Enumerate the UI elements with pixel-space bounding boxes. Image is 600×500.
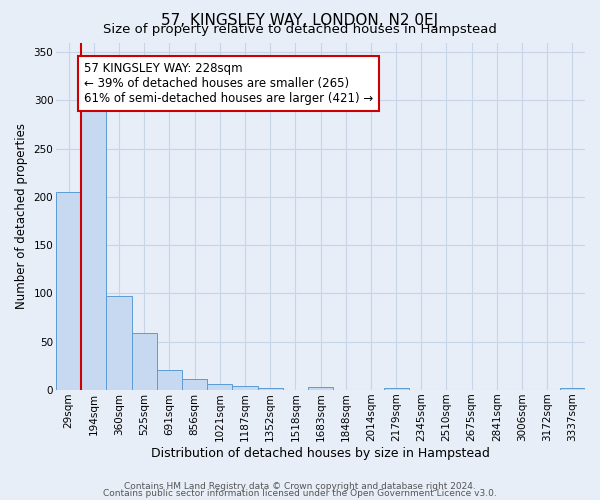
Bar [383,388,409,390]
Bar [157,370,182,390]
Bar [131,333,157,390]
Bar [182,380,207,390]
Text: 57 KINGSLEY WAY: 228sqm
← 39% of detached houses are smaller (265)
61% of semi-d: 57 KINGSLEY WAY: 228sqm ← 39% of detache… [84,62,374,105]
Text: Contains HM Land Registry data © Crown copyright and database right 2024.: Contains HM Land Registry data © Crown c… [124,482,476,491]
Bar [56,192,81,390]
Bar [81,107,106,390]
Y-axis label: Number of detached properties: Number of detached properties [15,123,28,309]
Bar [560,388,585,390]
Bar [207,384,232,390]
Text: 57, KINGSLEY WAY, LONDON, N2 0EJ: 57, KINGSLEY WAY, LONDON, N2 0EJ [161,12,439,28]
Text: Contains public sector information licensed under the Open Government Licence v3: Contains public sector information licen… [103,490,497,498]
Bar [232,386,257,390]
X-axis label: Distribution of detached houses by size in Hampstead: Distribution of detached houses by size … [151,447,490,460]
Text: Size of property relative to detached houses in Hampstead: Size of property relative to detached ho… [103,22,497,36]
Bar [257,388,283,390]
Bar [308,387,333,390]
Bar [106,296,131,390]
